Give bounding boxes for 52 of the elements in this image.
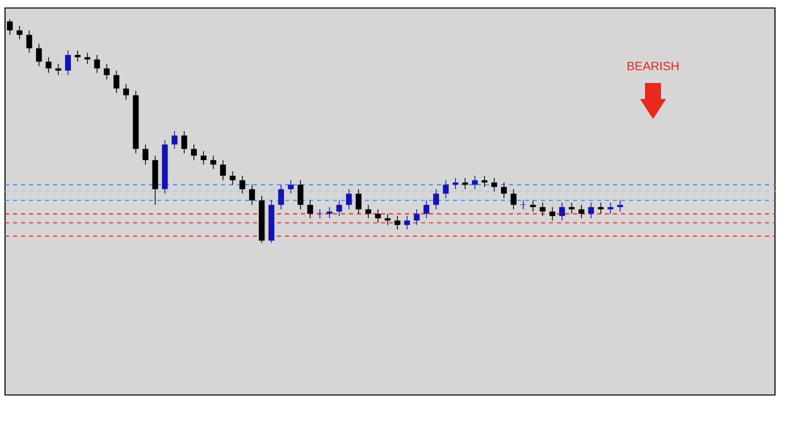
candlestick — [452, 178, 458, 190]
candlestick — [200, 150, 207, 165]
candlestick — [123, 84, 130, 100]
candlestick — [26, 30, 32, 54]
candlestick — [510, 188, 517, 210]
candlestick — [424, 200, 430, 219]
candlestick — [540, 202, 546, 216]
candlestick — [472, 175, 478, 190]
candlestick — [142, 144, 148, 165]
candlestick — [491, 178, 498, 192]
candlestick — [84, 52, 90, 64]
candlestick — [568, 202, 575, 214]
candlestick — [191, 144, 197, 161]
candlestick — [36, 43, 42, 67]
candlestick — [336, 200, 342, 216]
candlestick — [104, 64, 110, 80]
candlestick — [588, 202, 594, 219]
candlestick — [239, 175, 246, 194]
candlestick — [65, 50, 71, 76]
candlestick — [181, 130, 188, 154]
candlestick — [598, 202, 604, 214]
candlestick — [482, 175, 488, 188]
candlestick — [278, 184, 284, 210]
candlestick — [288, 180, 294, 194]
candlestick — [114, 70, 120, 94]
candlestick — [298, 180, 304, 210]
candlestick — [608, 202, 614, 214]
candlestick — [433, 188, 439, 210]
candlestick — [578, 204, 584, 219]
text: BEARISH — [628, 62, 678, 70]
candlestick — [210, 155, 216, 170]
candlestick — [326, 206, 332, 219]
candlestick — [172, 130, 178, 150]
candlestick — [414, 208, 420, 226]
candlestick — [46, 56, 52, 74]
candlestick — [394, 216, 400, 230]
candlestick — [375, 208, 381, 224]
candlestick — [249, 184, 255, 206]
candlestick — [307, 200, 314, 219]
candlestick — [404, 216, 410, 230]
candlestick — [94, 54, 100, 74]
candlestick — [530, 200, 536, 212]
candlestick — [365, 204, 372, 219]
candlestick — [356, 188, 362, 214]
candlestick — [549, 206, 556, 221]
candlestick — [6, 18, 13, 36]
candlestick — [16, 25, 22, 40]
candlestick — [442, 180, 449, 199]
candlestick — [220, 160, 226, 181]
candlestick — [346, 188, 352, 210]
candlestick — [501, 182, 507, 199]
candlestick — [559, 202, 565, 221]
